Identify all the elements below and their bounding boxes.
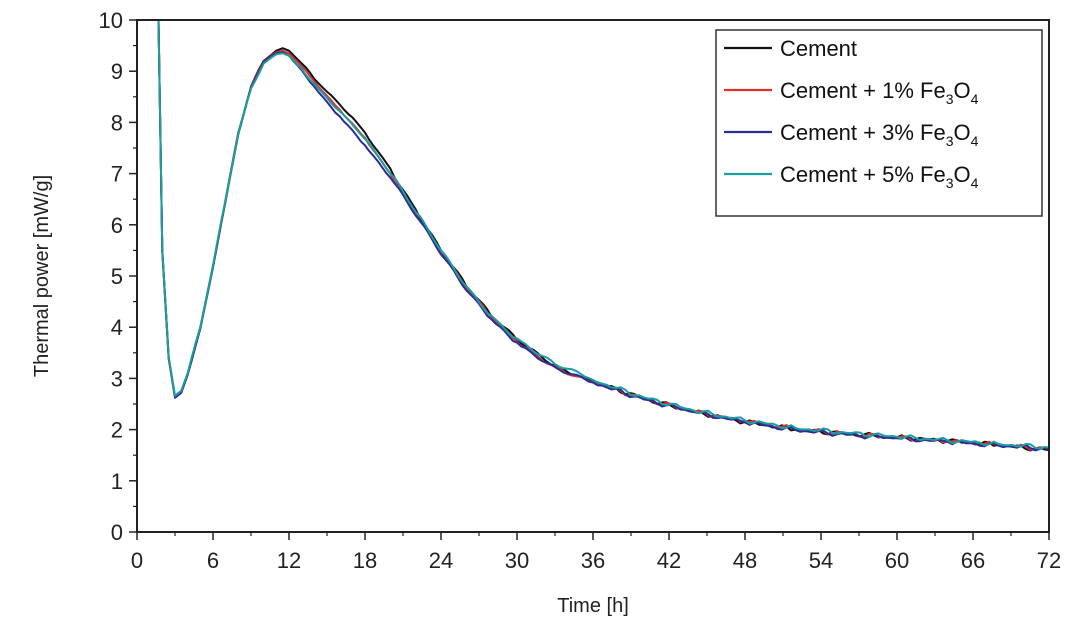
- series-line: [157, 19, 1050, 452]
- y-tick-label: 8: [111, 110, 123, 135]
- x-tick-label: 42: [657, 548, 681, 573]
- x-tick-label: 30: [505, 548, 529, 573]
- legend-box: [715, 29, 1043, 217]
- y-tick-label: 3: [111, 366, 123, 391]
- plot-frame: [136, 19, 1050, 533]
- legend-label: Cement + 3% Fe3O4: [780, 120, 979, 149]
- y-tick-label: 4: [111, 315, 123, 340]
- y-tick-label: 2: [111, 418, 123, 443]
- y-tick-label: 9: [111, 59, 123, 84]
- x-tick-label: 60: [885, 548, 909, 573]
- y-tick-label: 1: [111, 469, 123, 494]
- x-tick-label: 6: [207, 548, 219, 573]
- y-axis-title: Thermal power [mW/g]: [31, 175, 53, 377]
- series-line: [157, 19, 1050, 450]
- x-tick-label: 24: [429, 548, 453, 573]
- y-tick-label: 6: [111, 213, 123, 238]
- x-tick-label: 36: [581, 548, 605, 573]
- x-axis-ticks: 0 6 12 18 24 30 36 42 48 54 60 66 72: [131, 532, 1061, 573]
- y-tick-label: 0: [111, 520, 123, 545]
- x-tick-label: 48: [733, 548, 757, 573]
- legend-label: Cement + 5% Fe3O4: [780, 162, 979, 191]
- legend-label: Cement + 1% Fe3O4: [780, 78, 979, 107]
- legend-label: Cement: [780, 36, 857, 61]
- x-tick-label: 0: [131, 548, 143, 573]
- x-axis-title: Time [h]: [557, 595, 629, 617]
- x-tick-label: 66: [961, 548, 985, 573]
- x-tick-label: 12: [277, 548, 301, 573]
- x-tick-label: 54: [809, 548, 833, 573]
- y-axis-ticks: 0 1 2 3 4 5 6 7 8 9 10: [99, 8, 137, 545]
- y-tick-label: 10: [99, 8, 123, 33]
- x-tick-label: 18: [353, 548, 377, 573]
- y-tick-label: 5: [111, 264, 123, 289]
- series-layer: [157, 19, 1050, 452]
- x-tick-label: 72: [1037, 548, 1061, 573]
- legend: Cement Cement + 1% Fe3O4 Cement + 3% Fe3O4…: [715, 29, 1043, 217]
- y-tick-label: 7: [111, 162, 123, 187]
